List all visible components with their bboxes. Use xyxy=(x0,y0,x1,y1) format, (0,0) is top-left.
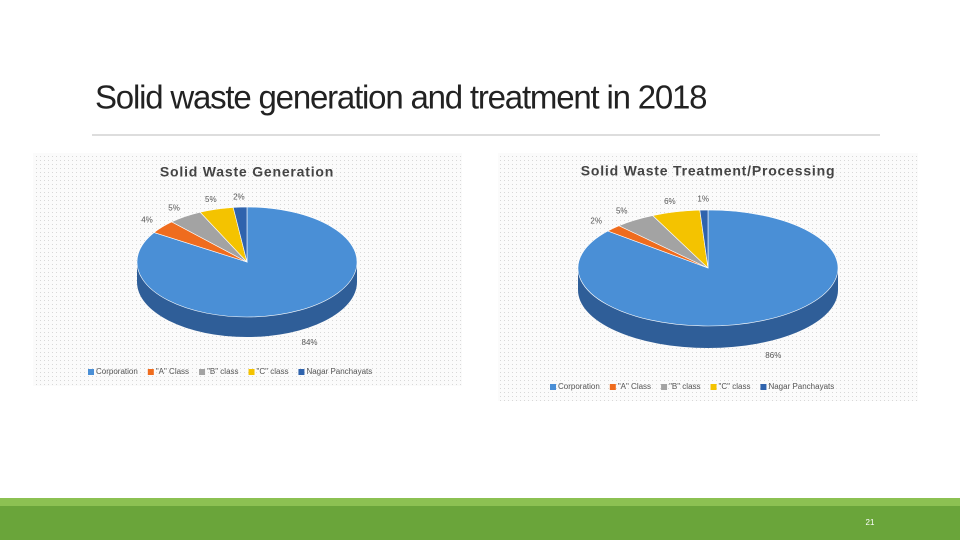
legend-label: "C" class xyxy=(257,367,289,376)
footer-bar xyxy=(0,506,960,540)
footer-strip xyxy=(0,498,960,506)
data-label: 2% xyxy=(590,216,602,225)
chart-title: Solid Waste Treatment/Processing xyxy=(581,163,836,179)
legend-label: Corporation xyxy=(558,382,600,391)
legend-label: "A" Class xyxy=(618,382,651,391)
legend-label: Nagar Panchayats xyxy=(306,367,372,376)
data-label: 84% xyxy=(302,338,318,347)
legend-label: Corporation xyxy=(96,367,138,376)
data-label: 5% xyxy=(168,203,180,212)
page-number: 21 xyxy=(866,518,875,527)
legend-swatch xyxy=(609,384,616,390)
legend-label: "B" class xyxy=(669,382,700,391)
legend-label: "A" Class xyxy=(156,367,189,376)
legend-swatch xyxy=(550,384,556,390)
data-label: 5% xyxy=(616,207,628,216)
legend-swatch xyxy=(248,369,255,375)
legend-swatch xyxy=(298,369,305,375)
chart-title: Solid Waste Generation xyxy=(160,164,334,180)
data-label: 4% xyxy=(141,216,153,225)
legend-label: "B" class xyxy=(207,367,238,376)
pie-slice xyxy=(232,206,248,263)
legend-swatch xyxy=(661,384,668,390)
data-label: 6% xyxy=(664,197,676,206)
legend-swatch xyxy=(710,384,717,390)
legend-swatch xyxy=(760,384,767,390)
slide-title: Solid waste generation and treatment in … xyxy=(95,79,706,116)
data-label: 86% xyxy=(765,351,781,360)
legend-swatch xyxy=(88,369,94,375)
data-label: 5% xyxy=(205,195,217,204)
data-label: 1% xyxy=(697,195,709,204)
legend-swatch xyxy=(199,369,206,375)
data-label: 2% xyxy=(233,192,245,201)
legend-swatch xyxy=(147,369,154,375)
legend-label: "C" class xyxy=(719,382,751,391)
legend-label: Nagar Panchayats xyxy=(768,382,834,391)
pie-slice xyxy=(699,209,709,269)
